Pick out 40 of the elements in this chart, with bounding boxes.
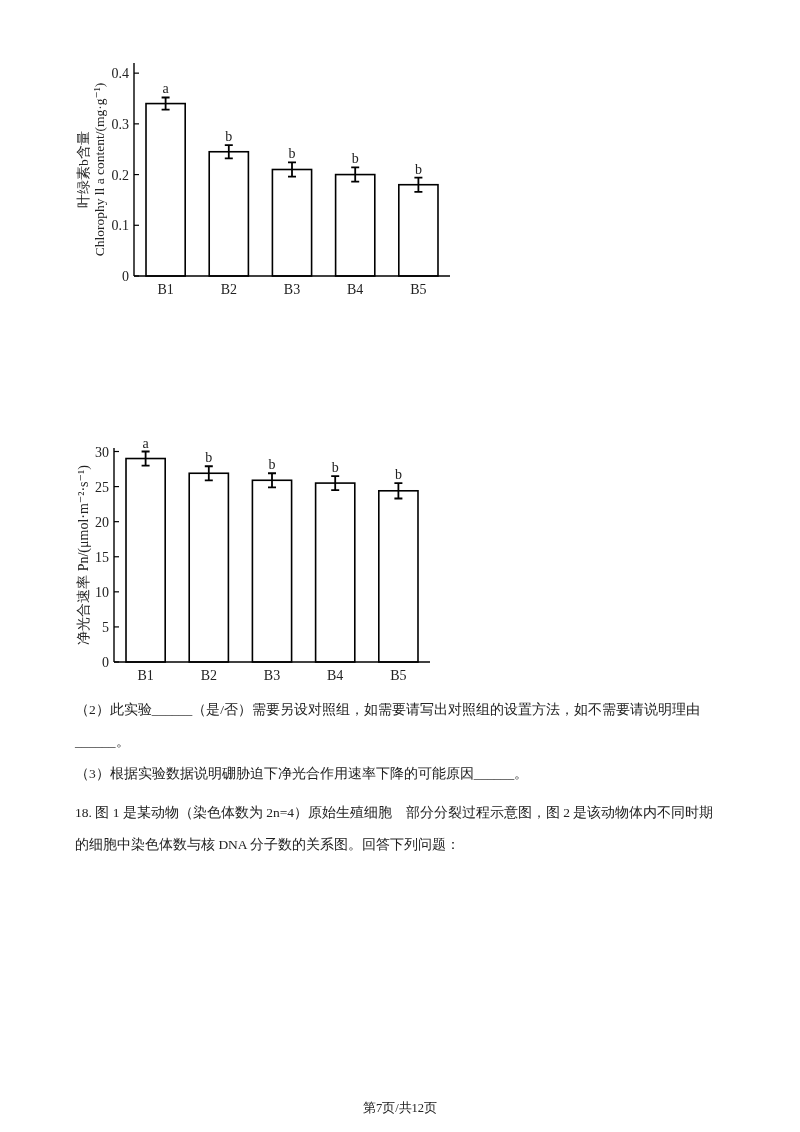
x-tick-label: B3 [263,667,281,683]
text: 的细胞中染色体数与核 DNA 分子数的关系图。回答下列问题： [75,837,461,852]
y-tick-label: 20 [95,514,109,530]
y-tick-label: 10 [95,584,109,600]
annotation: b [225,129,233,145]
annotation: a [162,81,170,97]
annotation: b [351,151,359,167]
y-tick-label: 25 [95,479,109,495]
annotation: b [331,460,339,476]
y-tick-label: 0.3 [111,116,129,132]
annotation: b [414,161,422,177]
y-tick-label: 0 [122,268,129,284]
annotation: b [288,146,296,162]
y-tick-label: 0 [102,654,109,670]
y-tick-label: 15 [95,549,109,565]
text: （2）此实验______（是/否）需要另设对照组，如需要请写出对照组的设置方法，如不需要请说明理由 [75,702,701,717]
x-tick-label: B1 [157,281,174,297]
text: （3）根据实验数据说明硼胁迫下净光合作用速率下降的可能原因______。 [75,766,529,781]
x-tick-label: B1 [137,667,154,683]
x-tick-label: B2 [200,667,217,683]
text: 18. 图 1 是某动物（染色体数为 2n=4）原始生殖细胞 部分分裂过程示意图，图 2 是该动物体内不同时期 [75,805,714,820]
y-axis-title: 净光合速率 Pn/(μmol·m⁻²·s⁻¹) [75,464,92,645]
annotation: a [142,435,150,451]
y-tick-label: 0.1 [111,217,129,233]
y-tick-label: 5 [102,619,109,635]
x-tick-label: B3 [283,281,301,297]
x-tick-label: B5 [390,667,407,683]
y-axis-title: 叶绿素b含量 Chlorophy ll a content/(mg·g⁻¹) [75,82,107,257]
text: ______。 [74,734,130,749]
y-tick-label: 0.4 [111,65,129,81]
annotation: b [205,450,213,466]
text: 第7页/共12页 [362,1101,438,1115]
y-tick-label: 30 [95,444,109,460]
x-tick-label: B4 [327,667,344,683]
x-tick-label: B2 [220,281,237,297]
x-tick-label: B4 [347,281,364,297]
annotation: b [394,467,402,483]
annotation: b [268,457,276,473]
x-tick-label: B5 [410,281,427,297]
y-tick-label: 0.2 [111,167,129,183]
